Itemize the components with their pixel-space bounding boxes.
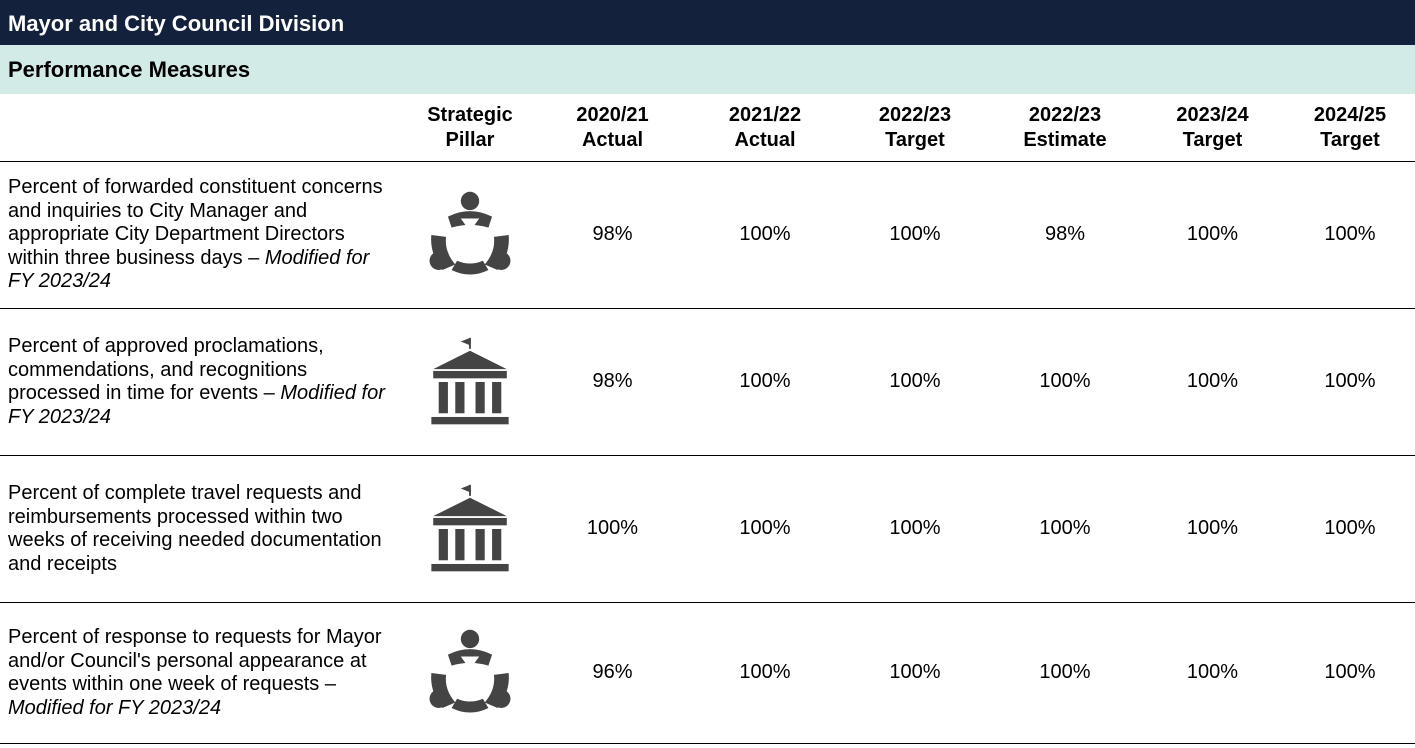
value-cell: 100% — [889, 223, 941, 246]
value-cell: 100% — [739, 517, 791, 540]
header-cell: 2023/24 Target — [1140, 94, 1285, 162]
header-text: Target — [885, 129, 945, 151]
description: Percent of complete travel requests and … — [8, 482, 382, 575]
description: Percent of approved proclamations, comme… — [8, 335, 324, 404]
value-cell: 100% — [1324, 517, 1376, 540]
value-cell: 96% — [592, 661, 633, 684]
value-cell: 98% — [592, 370, 633, 393]
pillar-cell — [405, 309, 535, 456]
modified-note: Modified for FY 2023/24 — [8, 246, 370, 293]
header-text: Target — [1182, 129, 1243, 151]
value-cell: 100% — [1186, 223, 1239, 246]
modified-note: Modified for FY 2023/24 — [8, 382, 385, 428]
header-text: Actual — [734, 129, 796, 151]
value-cell: 100% — [1324, 661, 1376, 684]
value-cell: 100% — [889, 370, 941, 393]
header-cell: 2024/25 Target — [1285, 94, 1415, 162]
pillar-icon — [424, 336, 516, 428]
header-cell: 2020/21 Actual — [535, 94, 690, 162]
header-cell: Strategic Pillar — [405, 94, 535, 162]
modified-note: Modified for FY 2023/24 — [8, 696, 222, 719]
pillar-cell — [405, 456, 535, 603]
header-text: Target — [1320, 129, 1380, 151]
value-cell: 100% — [1039, 370, 1091, 393]
description-cell: Percent of forwarded constituent concern… — [0, 162, 405, 309]
measure-row: Percent of approved proclamations, comme… — [0, 309, 1415, 456]
value-cell: 100% — [1039, 661, 1091, 684]
value-cell: 100% — [1186, 517, 1239, 540]
description: Percent of forwarded constituent concern… — [8, 176, 383, 269]
header-text: Strategic — [427, 104, 513, 126]
description: Percent of response to requests for Mayo… — [8, 626, 382, 695]
measure-row: Percent of forwarded constituent concern… — [0, 162, 1415, 309]
pillar-cell — [405, 162, 535, 309]
value-cell: 100% — [1186, 661, 1239, 684]
measure-row: Percent of complete travel requests and … — [0, 456, 1415, 603]
value-cell: 100% — [1324, 370, 1376, 393]
header-text: Actual — [581, 129, 644, 151]
description-cell: Percent of response to requests for Mayo… — [0, 603, 405, 744]
value-cell: 98% — [592, 223, 633, 246]
header-row: Strategic Pillar 2020/21 Actual 2021/22 Actua… — [0, 94, 1415, 162]
pillar-icon — [424, 483, 516, 575]
value-cell: 100% — [586, 517, 639, 540]
pillar-icon — [424, 627, 516, 719]
header-text: Estimate — [1023, 129, 1107, 151]
pillar-cell — [405, 603, 535, 744]
value-cell: 100% — [739, 370, 791, 393]
header-text: 2020/21 — [576, 104, 649, 126]
value-cell: 98% — [1044, 223, 1086, 246]
header-text: 2024/25 — [1313, 104, 1387, 126]
header-cell: 2022/23 Estimate — [990, 94, 1140, 162]
description-cell: Percent of approved proclamations, comme… — [0, 309, 405, 456]
header-text: 2022/23 — [878, 104, 952, 126]
header-text: 2022/23 — [1028, 104, 1102, 126]
measure-row: Percent of response to requests for Mayo… — [0, 603, 1415, 744]
header-text: 2021/22 — [728, 104, 802, 126]
pillar-icon — [424, 189, 516, 281]
header-cell: 2022/23 Target — [840, 94, 990, 162]
value-cell: 100% — [1039, 517, 1091, 540]
value-cell: 100% — [1324, 223, 1376, 246]
header-cell: 2021/22 Actual — [690, 94, 840, 162]
value-cell: 100% — [739, 661, 791, 684]
division-title: Mayor and City Council Division — [0, 0, 1415, 45]
header-cell — [0, 94, 405, 162]
value-cell: 100% — [1186, 370, 1239, 393]
description-cell: Percent of complete travel requests and … — [0, 456, 405, 603]
value-cell: 100% — [889, 661, 941, 684]
header-text: Pillar — [445, 129, 495, 151]
header-text: 2023/24 — [1176, 104, 1249, 126]
value-cell: 100% — [889, 517, 941, 540]
measures-table: Strategic Pillar 2020/21 Actual 2021/22 Actua… — [0, 94, 1415, 744]
section-title: Performance Measures — [0, 45, 1415, 94]
value-cell: 100% — [739, 223, 791, 246]
